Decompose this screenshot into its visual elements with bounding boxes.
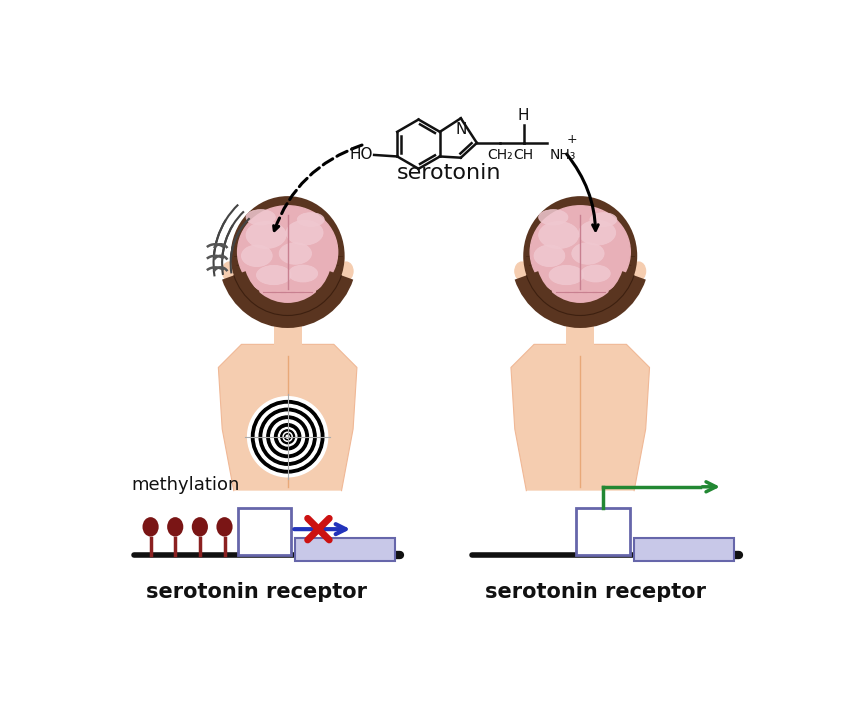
Text: N: N <box>456 122 467 137</box>
Polygon shape <box>218 344 357 490</box>
Ellipse shape <box>238 206 337 298</box>
Bar <box>274 325 302 348</box>
Text: H: H <box>518 108 530 123</box>
Ellipse shape <box>231 196 344 315</box>
Text: CH₂: CH₂ <box>487 148 513 161</box>
Circle shape <box>278 428 297 446</box>
Text: methylation: methylation <box>132 476 240 494</box>
Circle shape <box>259 408 316 465</box>
Bar <box>572 289 588 319</box>
Circle shape <box>263 412 312 462</box>
Ellipse shape <box>231 202 344 324</box>
Ellipse shape <box>524 202 637 324</box>
Ellipse shape <box>289 265 317 282</box>
Text: serotonin receptor: serotonin receptor <box>147 582 368 601</box>
Ellipse shape <box>632 262 646 280</box>
Bar <box>296 538 395 561</box>
Text: CH: CH <box>513 148 534 161</box>
Ellipse shape <box>279 243 311 264</box>
Ellipse shape <box>524 196 637 315</box>
Bar <box>577 508 630 554</box>
Bar <box>238 508 291 554</box>
Ellipse shape <box>167 517 183 536</box>
Circle shape <box>284 433 290 440</box>
Ellipse shape <box>246 210 276 225</box>
Ellipse shape <box>538 222 578 248</box>
Ellipse shape <box>538 210 568 225</box>
Ellipse shape <box>257 266 291 284</box>
Ellipse shape <box>578 220 616 245</box>
Ellipse shape <box>571 243 604 264</box>
Ellipse shape <box>142 517 159 536</box>
Circle shape <box>287 436 289 438</box>
Bar <box>634 538 734 561</box>
Ellipse shape <box>552 276 608 308</box>
Bar <box>280 289 296 319</box>
Circle shape <box>248 397 328 477</box>
Ellipse shape <box>297 212 324 227</box>
Ellipse shape <box>581 265 610 282</box>
Ellipse shape <box>534 245 564 266</box>
Circle shape <box>255 405 320 469</box>
Ellipse shape <box>339 262 353 280</box>
Bar <box>566 325 594 348</box>
Ellipse shape <box>515 262 529 280</box>
Circle shape <box>281 430 295 444</box>
Ellipse shape <box>241 245 272 266</box>
Circle shape <box>271 420 304 454</box>
Ellipse shape <box>192 517 208 536</box>
Text: +: + <box>566 133 577 146</box>
Ellipse shape <box>217 517 232 536</box>
Text: serotonin receptor: serotonin receptor <box>486 582 706 601</box>
Ellipse shape <box>549 266 583 284</box>
Circle shape <box>286 435 290 438</box>
Text: serotonin: serotonin <box>397 163 502 184</box>
Circle shape <box>267 416 309 457</box>
Ellipse shape <box>590 212 616 227</box>
Ellipse shape <box>222 262 236 280</box>
Ellipse shape <box>246 222 286 248</box>
Circle shape <box>283 432 292 441</box>
Text: NH₃: NH₃ <box>550 148 576 161</box>
Circle shape <box>251 400 324 473</box>
Ellipse shape <box>286 220 323 245</box>
Text: HO: HO <box>349 148 373 163</box>
Ellipse shape <box>260 276 316 308</box>
Ellipse shape <box>531 206 630 298</box>
Polygon shape <box>511 344 649 490</box>
Circle shape <box>275 423 301 450</box>
